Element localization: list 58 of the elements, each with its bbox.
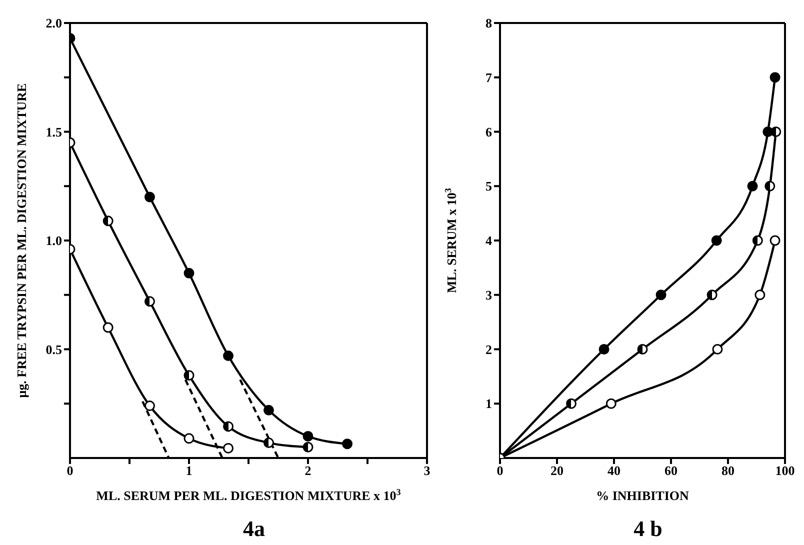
y-tick-label: 3 [486,287,492,302]
point [302,442,314,452]
point [263,404,274,416]
point [770,126,782,137]
point [223,350,234,362]
x-tick-label: 2 [304,463,312,478]
y-tick-label: 1.5 [46,124,62,140]
x-tick-label: 3 [424,463,431,478]
y-tick-label: 1 [486,396,492,412]
point [342,438,353,450]
point [184,433,194,444]
point [598,344,610,354]
y-tick-label: 6 [486,124,492,140]
point [263,438,274,448]
x-axis-title: ML. SERUM PER ML. DIGESTION MIXTURE x 10$^{3}$ [96,487,402,503]
point [566,398,576,409]
point [606,398,616,409]
x-tick-label: 100 [775,463,795,478]
point [144,192,155,202]
point [770,235,780,246]
y-axis-title: μg. FREE TRYPSIN PER ML. DIGESTION MIXTURE [14,83,29,398]
point [223,421,234,432]
y-tick-label: 2 [486,342,492,357]
y-tick-label: 5 [486,178,492,194]
y-tick-label: 8 [486,16,492,31]
y-tick-label: 0.5 [46,342,62,357]
point [184,370,194,381]
x-tick-label: 0 [66,463,74,478]
y-tick-label: 7 [486,70,492,85]
point [184,268,194,278]
y-tick-label: 4 [486,233,492,248]
point [144,400,155,412]
point [656,290,666,300]
point [223,442,234,454]
point [764,180,776,192]
point [144,296,155,307]
x-tick-label: 20 [550,463,564,478]
text: 4 b [632,516,664,541]
text: 4a [242,516,266,541]
x-tick-label: 40 [608,463,620,478]
point [712,344,723,354]
y-tick-label: 1.0 [46,233,62,248]
point [754,290,766,300]
point [102,322,114,333]
y-tick-label: 2.0 [46,16,62,31]
x-tick-label: 80 [722,463,734,478]
point [302,431,314,442]
point [637,344,648,354]
point [706,290,718,300]
point [752,235,763,246]
x-tick-label: 0 [496,463,504,478]
x-tick-label: 60 [664,463,678,478]
point [102,216,114,226]
point [770,72,780,83]
x-axis-title: % INHIBITION [596,488,690,503]
point [747,180,758,192]
point [711,235,722,246]
x-tick-label: 1 [186,463,192,478]
